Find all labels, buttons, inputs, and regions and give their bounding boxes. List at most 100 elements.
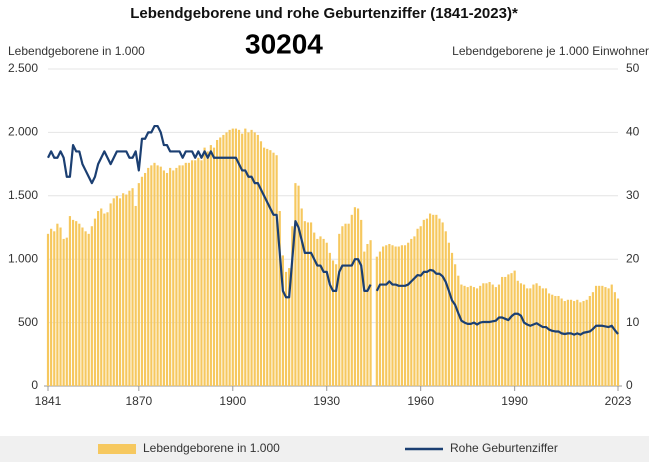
bar	[184, 162, 187, 386]
bar	[519, 283, 523, 386]
bar	[588, 295, 591, 386]
bar	[291, 226, 294, 386]
bar	[228, 129, 231, 386]
bar	[65, 237, 68, 386]
bar	[122, 193, 125, 386]
bar	[153, 162, 156, 386]
bar	[450, 252, 454, 386]
bar	[529, 288, 532, 386]
bar	[97, 211, 100, 386]
bar	[71, 219, 75, 386]
bar	[385, 245, 388, 386]
bar	[356, 208, 360, 386]
bar	[594, 285, 598, 386]
bar	[212, 147, 216, 386]
bar	[522, 284, 526, 386]
bar	[391, 245, 394, 386]
bar	[419, 226, 422, 386]
bar	[128, 190, 131, 386]
x-tick-label: 1960	[407, 394, 434, 408]
bar	[234, 128, 238, 386]
bar	[388, 243, 391, 386]
bar	[159, 166, 162, 386]
bar	[297, 185, 300, 386]
bar	[253, 132, 256, 386]
bar	[491, 284, 494, 386]
bar	[394, 246, 397, 386]
bar	[109, 203, 112, 386]
bar	[244, 128, 247, 386]
bar	[422, 219, 425, 386]
bar	[284, 271, 288, 386]
bar	[50, 228, 53, 386]
bar	[250, 129, 253, 386]
bar	[84, 231, 87, 386]
legend-label: Lebendgeborene in 1.000	[143, 441, 280, 455]
y-tick-label: 500	[18, 315, 38, 329]
bar	[604, 287, 607, 386]
bar	[504, 276, 507, 386]
bar	[616, 298, 620, 386]
bar	[278, 211, 281, 386]
bar	[610, 284, 613, 386]
y2-tick-label: 10	[626, 315, 640, 329]
bar	[557, 295, 560, 386]
bar	[513, 270, 516, 386]
legend-swatch	[98, 444, 136, 454]
bar	[90, 226, 93, 386]
bar	[425, 218, 429, 386]
bar	[338, 233, 341, 386]
bar	[46, 233, 50, 386]
bar	[497, 284, 501, 386]
bar	[197, 157, 200, 386]
bar	[532, 284, 535, 386]
bar	[544, 288, 548, 386]
bar	[347, 223, 350, 386]
bar	[488, 282, 491, 386]
x-tick-label: 1930	[313, 394, 340, 408]
bar	[400, 245, 403, 386]
legend-label: Rohe Geburtenziffer	[450, 441, 558, 455]
bar	[147, 167, 150, 386]
bar	[435, 214, 438, 386]
bar	[410, 238, 413, 386]
bar	[397, 246, 400, 386]
bar	[156, 165, 159, 386]
bar	[516, 280, 519, 386]
bar	[118, 198, 122, 386]
bar	[275, 155, 278, 386]
bar	[463, 285, 466, 386]
bar	[535, 283, 538, 386]
bar	[551, 294, 554, 386]
bar	[165, 172, 169, 386]
bar	[322, 238, 325, 386]
bar	[241, 133, 244, 386]
bar	[479, 285, 482, 386]
bar	[457, 275, 460, 386]
bar	[259, 141, 263, 386]
chart-title: Lebendgeborene und rohe Geburtenziffer (…	[130, 5, 518, 22]
bar	[454, 264, 457, 386]
bar	[178, 165, 181, 386]
bar	[143, 172, 147, 386]
bar	[306, 222, 310, 386]
bar	[93, 218, 97, 386]
bar	[472, 287, 476, 386]
bar	[87, 233, 90, 386]
bar	[447, 242, 450, 386]
bar	[526, 288, 529, 386]
bar	[585, 299, 588, 386]
bar	[216, 140, 219, 386]
bar	[375, 256, 378, 386]
bar	[328, 252, 331, 386]
bar	[573, 301, 576, 386]
y2-tick-label: 0	[626, 378, 633, 392]
bar	[485, 283, 488, 386]
y2-tick-label: 20	[626, 251, 640, 265]
bar	[222, 134, 225, 386]
bar	[206, 151, 209, 386]
bar	[598, 285, 601, 386]
bar	[181, 165, 184, 386]
bar	[294, 183, 297, 386]
bar	[444, 231, 447, 386]
